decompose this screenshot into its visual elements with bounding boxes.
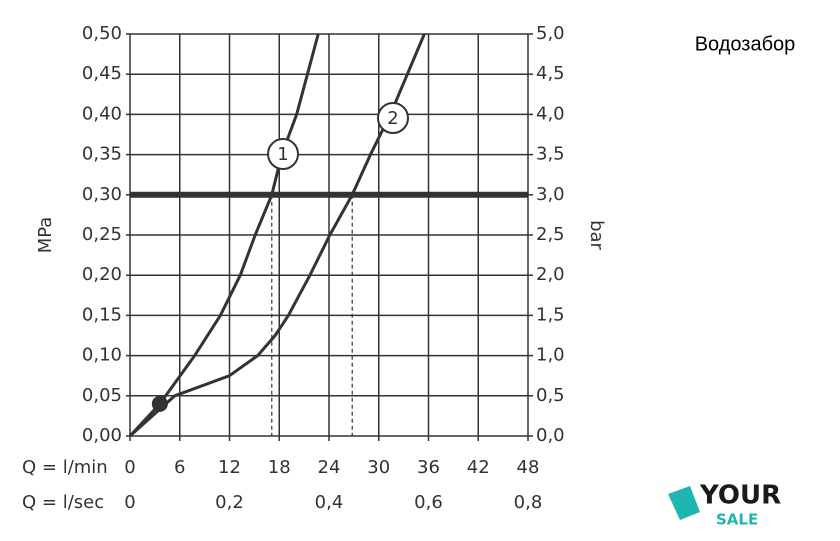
x2-tick-label: 0 [124,492,135,513]
x-tick-label: 36 [417,457,440,478]
y2-tick-label: 3,5 [536,144,565,165]
x-tick-label: 6 [174,457,185,478]
y-tick-label: 0,05 [82,385,122,406]
x-tick-label: 18 [268,457,291,478]
y2-tick-label: 4,0 [536,103,565,124]
y2-tick-label: 1,5 [536,304,565,325]
x-tick-label: 0 [124,457,135,478]
y-axis-label: MPa [35,217,56,254]
logo-text: SALE [716,511,758,529]
y2-tick-label: 0,0 [536,425,565,446]
y2-tick-label: 5,0 [536,23,565,44]
series-badge [267,138,299,170]
y-tick-label: 0,35 [82,144,122,165]
x2-tick-label: 0,2 [215,492,244,513]
x-axis-label: Q = l/min [22,457,108,478]
x-tick-label: 12 [218,457,241,478]
chart-title: Водозабор [695,33,796,55]
x-tick-label: 30 [367,457,390,478]
line [128,33,320,438]
x2-tick-label: 0,4 [315,492,344,513]
y-tick-label: 0,40 [82,103,122,124]
y-tick-label: 0,00 [82,425,122,446]
line [128,33,426,438]
y2-tick-label: 1,0 [536,345,565,366]
x2-tick-label: 0,8 [514,492,543,513]
y2-tick-label: 3,0 [536,184,565,205]
y2-tick-label: 0,5 [536,385,565,406]
x-tick-label: 42 [467,457,490,478]
y2-axis-label: bar [586,220,607,250]
logo-icon [668,486,700,520]
y-tick-label: 0,30 [82,184,122,205]
y2-tick-label: 2,5 [536,224,565,245]
x2-axis-label: Q = l/sec [22,492,104,513]
y-tick-label: 0,20 [82,264,122,285]
y-tick-label: 0,50 [82,23,122,44]
y2-tick-label: 4,5 [536,63,565,84]
y-tick-label: 0,45 [82,63,122,84]
y-tick-label: 0,10 [82,345,122,366]
legend-label: 1 [277,144,288,165]
logo: YOUR SALE [668,481,781,529]
series-badge [377,102,409,134]
y-tick-label: 0,15 [82,304,122,325]
marker [151,395,168,412]
x-tick-label: 48 [517,457,540,478]
y-tick-label: 0,25 [82,224,122,245]
x2-tick-label: 0,6 [414,492,443,513]
x-tick-label: 24 [318,457,341,478]
logo-text: YOUR [699,481,781,511]
legend-label: 2 [387,108,398,129]
y2-tick-label: 2,0 [536,264,565,285]
